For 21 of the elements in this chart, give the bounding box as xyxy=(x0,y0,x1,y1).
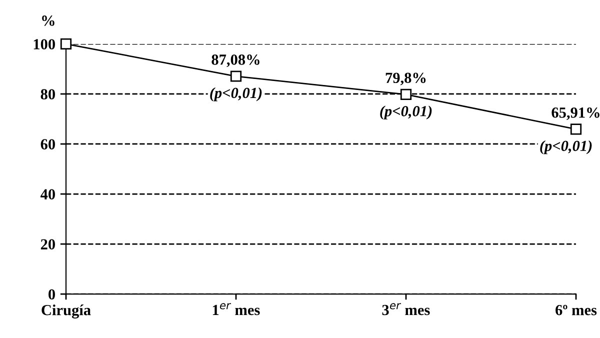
point xyxy=(400,88,412,100)
annotation: (p<0,01) xyxy=(540,140,592,154)
y-tick-label: 20 xyxy=(40,239,55,250)
y-tick-label: 60 xyxy=(40,139,55,150)
y-axis-title: % xyxy=(42,16,54,26)
data-label: 65,91% xyxy=(552,107,600,120)
annotation: (p<0,01) xyxy=(210,87,262,102)
x-tick-label: 3$^{er}$ mes xyxy=(382,303,430,316)
point xyxy=(570,124,582,135)
y-tick-label: 80 xyxy=(40,89,55,100)
point xyxy=(230,70,242,82)
point xyxy=(60,38,72,50)
x-tick-label: 1$^{er}$ mes xyxy=(212,303,260,316)
y-tick-label: 0 xyxy=(48,289,55,300)
data-label: 87,08% xyxy=(212,54,260,68)
y-tick-label: 40 xyxy=(40,189,55,200)
x-tick-label: Cirugía xyxy=(42,304,91,318)
annotation: (p<0,01) xyxy=(380,106,432,120)
y-tick-label: 100 xyxy=(34,39,55,50)
data-label: 79,8% xyxy=(386,72,426,86)
x-tick-label: 6º mes xyxy=(556,304,597,316)
